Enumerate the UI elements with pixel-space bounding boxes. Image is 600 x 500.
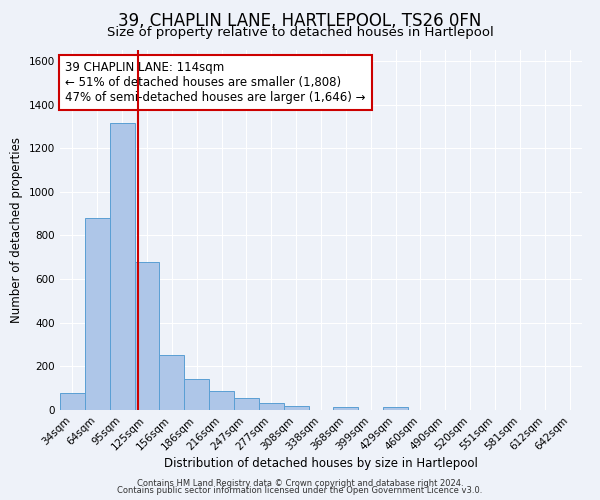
Text: 39, CHAPLIN LANE, HARTLEPOOL, TS26 0FN: 39, CHAPLIN LANE, HARTLEPOOL, TS26 0FN — [118, 12, 482, 30]
Bar — [60, 392, 85, 410]
Bar — [334, 406, 358, 410]
Bar — [134, 262, 160, 410]
Text: 39 CHAPLIN LANE: 114sqm
← 51% of detached houses are smaller (1,808)
47% of semi: 39 CHAPLIN LANE: 114sqm ← 51% of detache… — [65, 61, 366, 104]
Bar — [209, 392, 234, 410]
Text: Size of property relative to detached houses in Hartlepool: Size of property relative to detached ho… — [107, 26, 493, 39]
Bar — [160, 356, 184, 410]
Bar — [184, 380, 209, 410]
Y-axis label: Number of detached properties: Number of detached properties — [10, 137, 23, 323]
Bar — [383, 406, 408, 410]
Text: Contains public sector information licensed under the Open Government Licence v3: Contains public sector information licen… — [118, 486, 482, 495]
Bar — [110, 123, 134, 410]
Text: Contains HM Land Registry data © Crown copyright and database right 2024.: Contains HM Land Registry data © Crown c… — [137, 478, 463, 488]
Bar — [284, 406, 308, 410]
X-axis label: Distribution of detached houses by size in Hartlepool: Distribution of detached houses by size … — [164, 458, 478, 470]
Bar — [234, 398, 259, 410]
Bar — [85, 218, 110, 410]
Bar — [259, 404, 284, 410]
